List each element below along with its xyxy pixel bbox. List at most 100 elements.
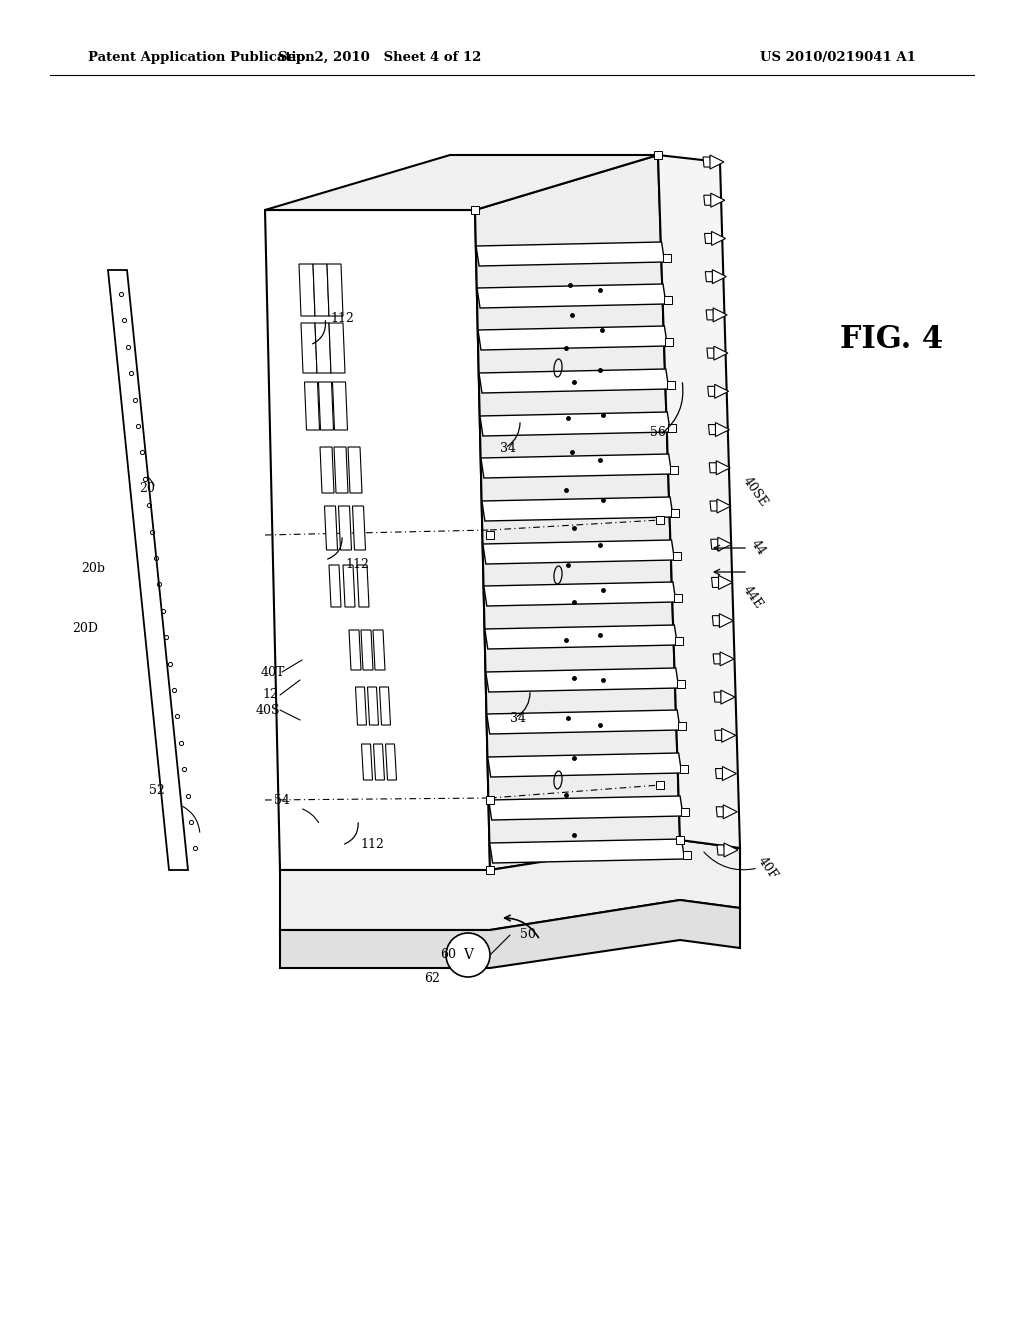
Polygon shape	[368, 686, 379, 725]
Bar	[654, 150, 662, 158]
Text: 20D: 20D	[72, 622, 98, 635]
Polygon shape	[716, 461, 730, 475]
Bar	[656, 781, 664, 789]
Bar	[678, 722, 686, 730]
Bar	[677, 680, 685, 688]
Polygon shape	[707, 310, 714, 319]
Text: 34: 34	[500, 441, 516, 454]
Polygon shape	[717, 499, 731, 513]
Polygon shape	[712, 231, 726, 246]
Polygon shape	[380, 686, 390, 725]
Polygon shape	[709, 425, 717, 434]
Polygon shape	[723, 805, 737, 818]
Polygon shape	[713, 269, 726, 284]
Polygon shape	[488, 796, 683, 820]
Text: 34: 34	[510, 711, 526, 725]
Bar	[671, 510, 679, 517]
Text: 54: 54	[274, 793, 290, 807]
Polygon shape	[486, 710, 680, 734]
Polygon shape	[711, 193, 725, 207]
Polygon shape	[373, 630, 385, 671]
Polygon shape	[715, 384, 729, 399]
Polygon shape	[299, 264, 315, 315]
Text: 112: 112	[330, 312, 354, 325]
Text: 40F: 40F	[755, 854, 779, 882]
Text: 20: 20	[139, 482, 155, 495]
Bar	[674, 594, 682, 602]
Polygon shape	[708, 387, 716, 396]
Polygon shape	[713, 308, 727, 322]
Polygon shape	[714, 346, 728, 360]
Polygon shape	[717, 845, 725, 855]
Bar	[666, 338, 674, 346]
Polygon shape	[482, 498, 673, 521]
Polygon shape	[710, 154, 724, 169]
Text: 62: 62	[424, 972, 440, 985]
Polygon shape	[329, 565, 341, 607]
Polygon shape	[707, 348, 715, 358]
Text: US 2010/0219041 A1: US 2010/0219041 A1	[760, 50, 915, 63]
Text: 40T: 40T	[261, 665, 285, 678]
Polygon shape	[304, 381, 319, 430]
Text: 60: 60	[440, 949, 456, 961]
Bar	[669, 424, 676, 432]
Bar	[664, 296, 672, 304]
Polygon shape	[352, 506, 366, 550]
Text: FIG. 4: FIG. 4	[840, 325, 943, 355]
Bar	[683, 851, 690, 859]
Polygon shape	[108, 271, 188, 870]
Polygon shape	[714, 692, 722, 702]
Text: 56: 56	[650, 425, 666, 438]
Text: 112: 112	[360, 838, 384, 851]
Text: 112: 112	[345, 558, 369, 572]
Polygon shape	[705, 234, 713, 243]
Polygon shape	[334, 447, 348, 492]
Bar	[667, 381, 675, 389]
Polygon shape	[480, 412, 671, 436]
Polygon shape	[715, 730, 723, 741]
Polygon shape	[713, 615, 720, 626]
Polygon shape	[265, 210, 490, 870]
Polygon shape	[329, 323, 345, 374]
Polygon shape	[265, 154, 658, 210]
Polygon shape	[706, 272, 714, 281]
Polygon shape	[325, 506, 338, 550]
Polygon shape	[361, 744, 373, 780]
Polygon shape	[349, 630, 361, 671]
Polygon shape	[280, 840, 740, 931]
Polygon shape	[327, 264, 343, 315]
Polygon shape	[348, 447, 362, 492]
Polygon shape	[716, 807, 724, 817]
Polygon shape	[477, 284, 666, 308]
Polygon shape	[487, 752, 682, 777]
Polygon shape	[357, 565, 369, 607]
Polygon shape	[658, 154, 740, 847]
Polygon shape	[355, 686, 367, 725]
Polygon shape	[318, 381, 334, 430]
Polygon shape	[719, 614, 733, 628]
Circle shape	[446, 933, 490, 977]
Polygon shape	[280, 900, 740, 968]
Polygon shape	[722, 729, 735, 742]
Bar	[673, 552, 681, 560]
Polygon shape	[385, 744, 396, 780]
Polygon shape	[713, 653, 721, 664]
Bar	[676, 638, 683, 645]
Polygon shape	[716, 768, 723, 779]
Polygon shape	[301, 323, 317, 374]
Text: 40S: 40S	[256, 704, 280, 717]
Polygon shape	[716, 422, 729, 437]
Polygon shape	[703, 195, 712, 205]
Polygon shape	[361, 630, 373, 671]
Polygon shape	[313, 264, 329, 315]
Polygon shape	[703, 157, 711, 168]
Bar	[670, 466, 678, 474]
Polygon shape	[483, 582, 676, 606]
Bar	[486, 531, 494, 539]
Text: Sep. 2, 2010   Sheet 4 of 12: Sep. 2, 2010 Sheet 4 of 12	[279, 50, 481, 63]
Polygon shape	[485, 668, 679, 692]
Polygon shape	[478, 326, 668, 350]
Bar	[681, 808, 689, 816]
Text: 50: 50	[520, 928, 536, 941]
Bar	[676, 836, 684, 843]
